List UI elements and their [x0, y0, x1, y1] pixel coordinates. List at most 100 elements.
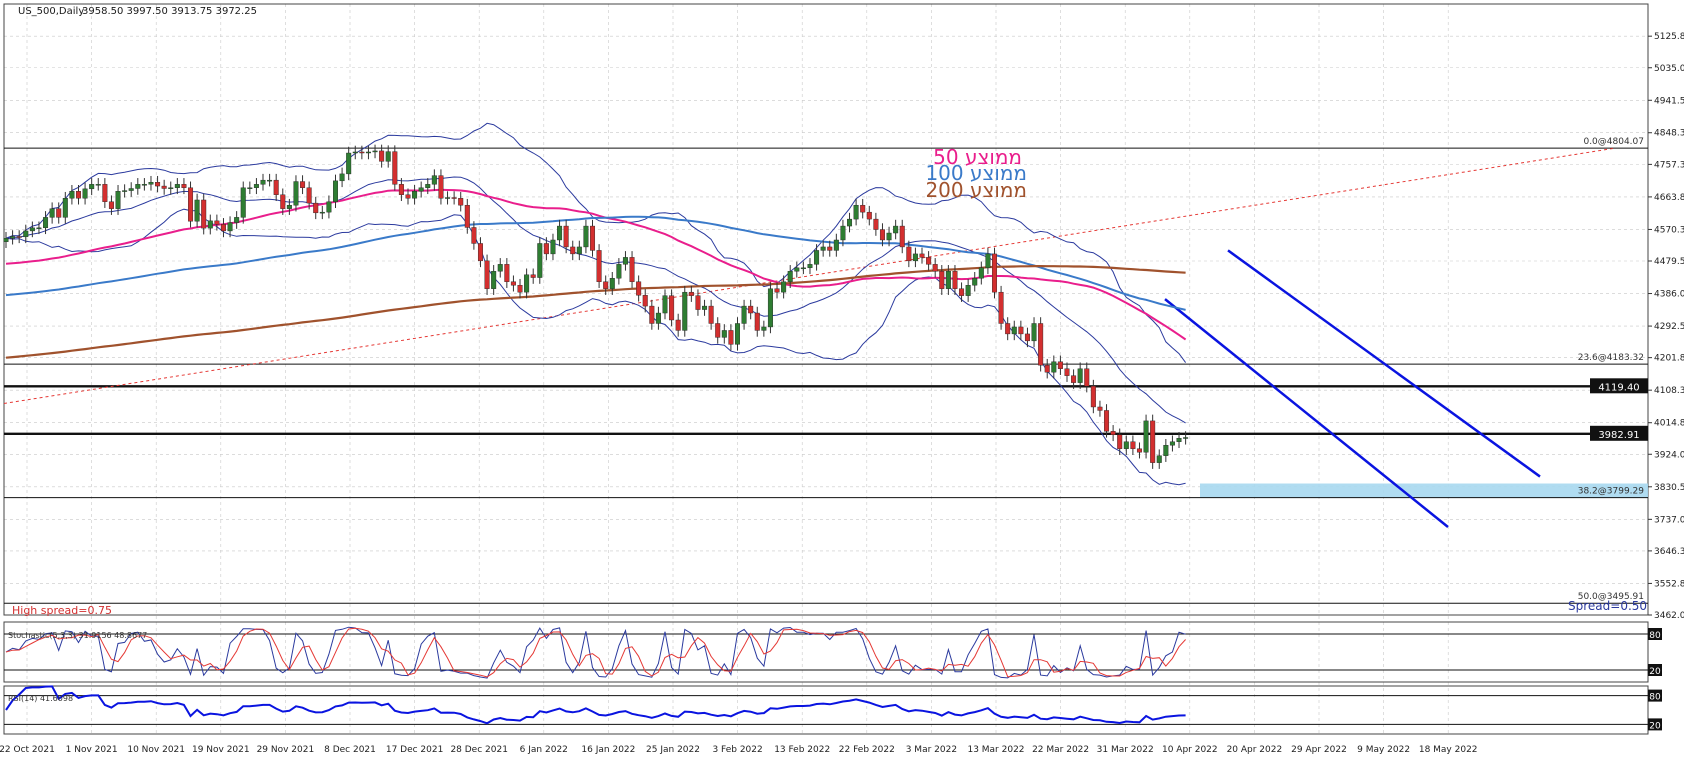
- candle-body: [102, 184, 108, 202]
- candle-body: [260, 179, 266, 185]
- candle-body: [543, 243, 549, 255]
- candle-body: [669, 295, 675, 321]
- spread-label: Spread=0.50: [1568, 599, 1647, 613]
- candle-body: [886, 232, 892, 241]
- candle-body: [477, 243, 483, 262]
- candle-body: [926, 257, 932, 265]
- candle-body: [866, 211, 872, 220]
- price-tick-label: 5035.05: [1654, 64, 1684, 74]
- candle-body: [359, 151, 365, 154]
- candle-body: [82, 188, 88, 199]
- candle-body: [972, 278, 978, 286]
- stoch-level-box: [1648, 664, 1662, 676]
- candle-body: [253, 184, 259, 188]
- candle-body: [220, 224, 226, 232]
- rsi-level-label: 20: [1649, 721, 1661, 731]
- candle-body: [695, 295, 701, 310]
- rising-trendline: [3, 147, 1616, 404]
- candle-body: [464, 204, 470, 228]
- candle-body: [1011, 326, 1017, 335]
- date-label: 3 Mar 2022: [906, 745, 957, 755]
- candle-body: [161, 185, 167, 189]
- candle-body: [734, 323, 740, 345]
- candle-body: [879, 229, 885, 241]
- candle-body: [622, 257, 628, 265]
- candle-body: [715, 323, 721, 338]
- candle-body: [174, 184, 180, 188]
- candle-body: [115, 191, 121, 209]
- date-label: 13 Feb 2022: [774, 745, 830, 755]
- candle-body: [873, 218, 879, 230]
- candle-body: [1044, 365, 1050, 373]
- candle-body: [899, 225, 905, 248]
- candle-body: [1024, 333, 1030, 342]
- candle-body: [227, 222, 233, 232]
- level-price-label: 3982.91: [1598, 430, 1639, 441]
- symbol-header: US_500,Daily: [18, 6, 84, 17]
- candle-body: [385, 151, 391, 162]
- candle-body: [655, 312, 661, 324]
- candle-body: [860, 204, 866, 213]
- price-tick-label: 4201.80: [1654, 354, 1684, 364]
- candle-body: [10, 236, 16, 239]
- candle-body: [451, 197, 457, 199]
- candle-body: [36, 227, 42, 230]
- candle-body: [412, 191, 418, 199]
- candle-body: [629, 257, 635, 282]
- candle-body: [959, 288, 965, 296]
- candle-body: [491, 271, 497, 289]
- candle-body: [510, 281, 516, 286]
- date-label: 10 Apr 2022: [1162, 745, 1218, 755]
- candle-body: [1150, 420, 1156, 463]
- candle-body: [43, 217, 49, 229]
- candle-body: [893, 225, 899, 234]
- candle-body: [1038, 323, 1044, 366]
- candle-body: [95, 184, 101, 186]
- price-tick-label: 3830.55: [1654, 483, 1684, 493]
- candle-body: [49, 208, 55, 218]
- candle-body: [557, 225, 563, 241]
- stoch-d-line: [5, 627, 1186, 678]
- candle-body: [847, 218, 853, 227]
- high-spread-label: High spread=0.75: [12, 604, 112, 617]
- candle-body: [1156, 455, 1162, 463]
- candle-body: [1117, 434, 1123, 449]
- candle-body: [682, 291, 688, 331]
- price-tick-label: 4292.55: [1654, 322, 1684, 332]
- candle-body: [135, 184, 141, 189]
- legend-ma200: 200 ממוצע: [925, 178, 1027, 202]
- date-label: 19 Nov 2021: [192, 745, 250, 755]
- candle-body: [1163, 445, 1169, 456]
- fib-level-label: 38.2@3799.29: [1578, 487, 1645, 497]
- candle-body: [840, 225, 846, 241]
- candle-body: [576, 246, 582, 255]
- candle-body: [194, 199, 200, 222]
- candle-body: [431, 175, 437, 185]
- candle-body: [273, 179, 279, 195]
- price-tick-label: 4570.30: [1654, 225, 1684, 235]
- candle-body: [214, 220, 220, 225]
- candle-body: [932, 264, 938, 272]
- candle-body: [583, 225, 589, 248]
- price-tick-label: 4757.30: [1654, 160, 1684, 170]
- candle-body: [1097, 406, 1103, 411]
- stoch-panel-frame: [3, 621, 1649, 683]
- candle-body: [56, 208, 62, 218]
- candle-body: [306, 187, 312, 204]
- candle-body: [29, 227, 35, 232]
- candle-body: [998, 291, 1004, 324]
- price-tick-label: 4386.05: [1654, 290, 1684, 300]
- candle-body: [1018, 326, 1024, 335]
- candle-body: [497, 264, 503, 272]
- candle-body: [978, 267, 984, 279]
- candle-body: [636, 281, 642, 296]
- date-label: 29 Nov 2021: [257, 745, 315, 755]
- time-axis: 22 Oct 2021 1 Nov 2021 10 Nov 2021 19 Nov 2…: [0, 745, 1478, 755]
- candle-body: [787, 271, 793, 282]
- candle-body: [240, 187, 246, 218]
- candle-body: [333, 180, 339, 202]
- legend-ma100: 100 ממוצע: [925, 161, 1027, 185]
- price-tick-label: 3646.30: [1654, 547, 1684, 557]
